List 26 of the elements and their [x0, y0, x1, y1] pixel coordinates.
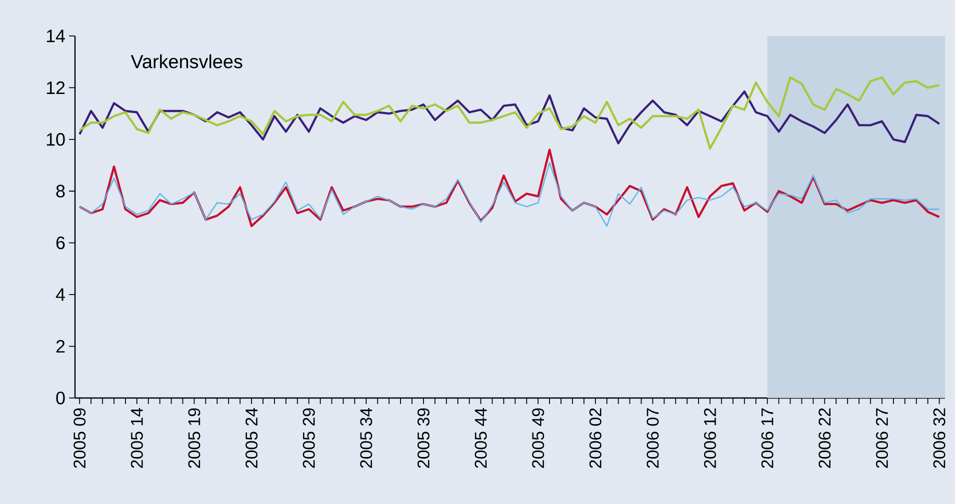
text: Varkensvlees	[130, 54, 242, 68]
x-tick-label: 2005 39	[417, 408, 430, 468]
y-tick-label: 6	[56, 236, 65, 250]
y-tick-label: 14	[46, 30, 65, 42]
x-tick-label: 2005 19	[188, 408, 200, 468]
x-tick-label: 2006 22	[818, 408, 831, 468]
x-tick-label: 2005 14	[130, 408, 143, 468]
x-tick-label: 2006 32	[933, 408, 946, 468]
x-tick-label: 2006 02	[589, 408, 602, 468]
x-tick-label: 2006 27	[876, 408, 888, 468]
y-tick-label: 8	[56, 184, 65, 198]
y-tick-label: 12	[46, 81, 65, 94]
y-tick-label: 2	[56, 340, 65, 353]
x-tick-label: 2005 49	[532, 408, 544, 468]
y-tick-label: 0	[56, 392, 65, 404]
x-tick-label: 2005 29	[302, 408, 315, 468]
y-tick-label: 10	[46, 133, 65, 146]
x-tick-label: 2006 17	[761, 408, 774, 468]
x-tick-label: 2006 07	[646, 408, 659, 468]
x-tick-label: 2005 34	[360, 408, 372, 468]
x-tick-label: 2005 44	[474, 408, 487, 468]
x-tick-label: 2005 09	[74, 408, 86, 468]
x-tick-label: 2005 24	[246, 408, 258, 468]
y-tick-label: 4	[56, 288, 65, 301]
line-series	[78, 148, 940, 228]
x-tick-label: 2006 12	[704, 408, 716, 468]
